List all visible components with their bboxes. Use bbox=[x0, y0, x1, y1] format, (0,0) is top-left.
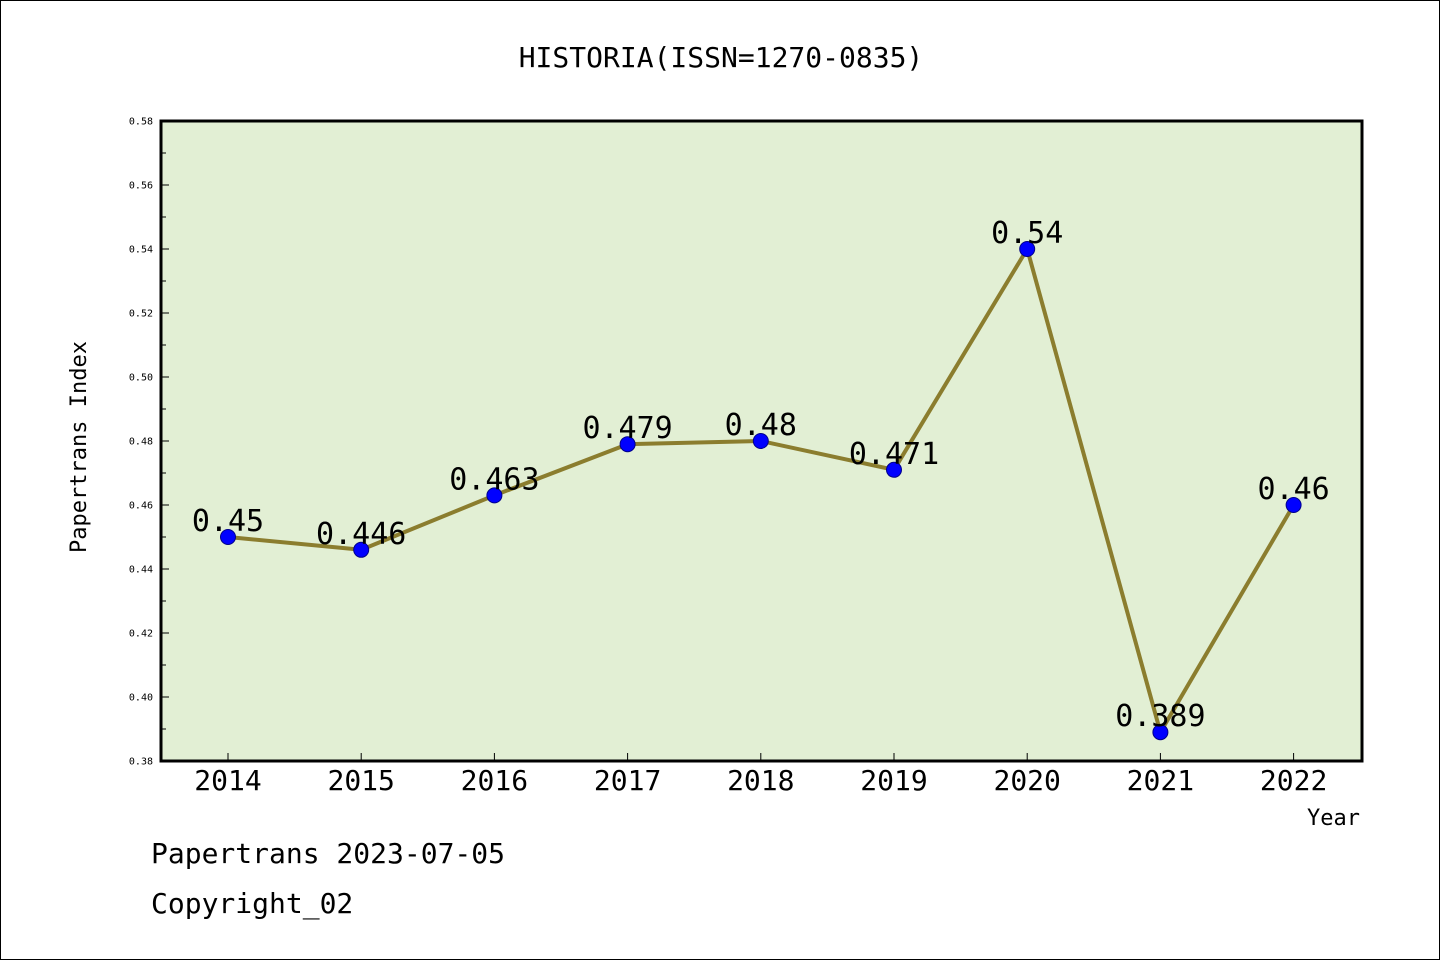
data-label: 0.463 bbox=[449, 462, 539, 497]
data-label: 0.471 bbox=[849, 437, 939, 472]
data-label: 0.46 bbox=[1257, 472, 1329, 507]
x-tick-label: 2020 bbox=[993, 764, 1060, 797]
footer-source: Papertrans 2023-07-05 bbox=[151, 837, 506, 870]
y-tick-label: 0.50 bbox=[129, 373, 153, 384]
data-label: 0.389 bbox=[1115, 699, 1205, 734]
y-axis-label: Papertrans Index bbox=[67, 341, 92, 553]
plot-border bbox=[159, 119, 1364, 763]
x-tick-label: 2022 bbox=[1260, 764, 1327, 797]
x-tick-label: 2015 bbox=[327, 764, 394, 797]
y-tick-label: 0.54 bbox=[129, 245, 153, 256]
data-point bbox=[886, 461, 902, 478]
x-tick-label: 2018 bbox=[727, 764, 794, 797]
y-tick-label: 0.40 bbox=[129, 693, 153, 704]
data-point bbox=[220, 529, 236, 545]
y-tick-label: 0.42 bbox=[129, 629, 153, 640]
y-tick-label: 0.52 bbox=[129, 309, 153, 320]
data-point bbox=[1019, 241, 1036, 257]
y-tick-label: 0.38 bbox=[129, 757, 153, 768]
data-point bbox=[619, 436, 636, 453]
y-tick-label: 0.46 bbox=[129, 501, 153, 512]
data-label: 0.479 bbox=[582, 411, 672, 446]
chart-title: HISTORIA(ISSN=1270-0835) bbox=[519, 41, 924, 74]
x-tick-label: 2014 bbox=[194, 764, 261, 797]
data-point bbox=[486, 487, 503, 504]
x-axis-label: Year bbox=[1307, 806, 1360, 831]
x-tick-label: 2016 bbox=[461, 764, 528, 797]
y-tick-label: 0.48 bbox=[129, 437, 153, 448]
data-label: 0.54 bbox=[991, 216, 1063, 251]
y-tick-label: 0.44 bbox=[129, 565, 153, 576]
x-tick-label: 2021 bbox=[1127, 764, 1194, 797]
x-tick-label: 2017 bbox=[594, 764, 661, 797]
data-point bbox=[1152, 724, 1169, 741]
y-tick-label: 0.58 bbox=[129, 117, 153, 128]
y-tick-label: 0.56 bbox=[129, 181, 153, 192]
x-tick-label: 2019 bbox=[860, 764, 927, 797]
data-label: 0.446 bbox=[316, 517, 406, 552]
data-label: 0.48 bbox=[725, 408, 797, 443]
data-label: 0.45 bbox=[192, 504, 264, 539]
data-point bbox=[1285, 497, 1302, 513]
data-point bbox=[752, 433, 769, 449]
data-point bbox=[353, 541, 370, 558]
footer-copyright: Copyright_02 bbox=[151, 887, 354, 920]
